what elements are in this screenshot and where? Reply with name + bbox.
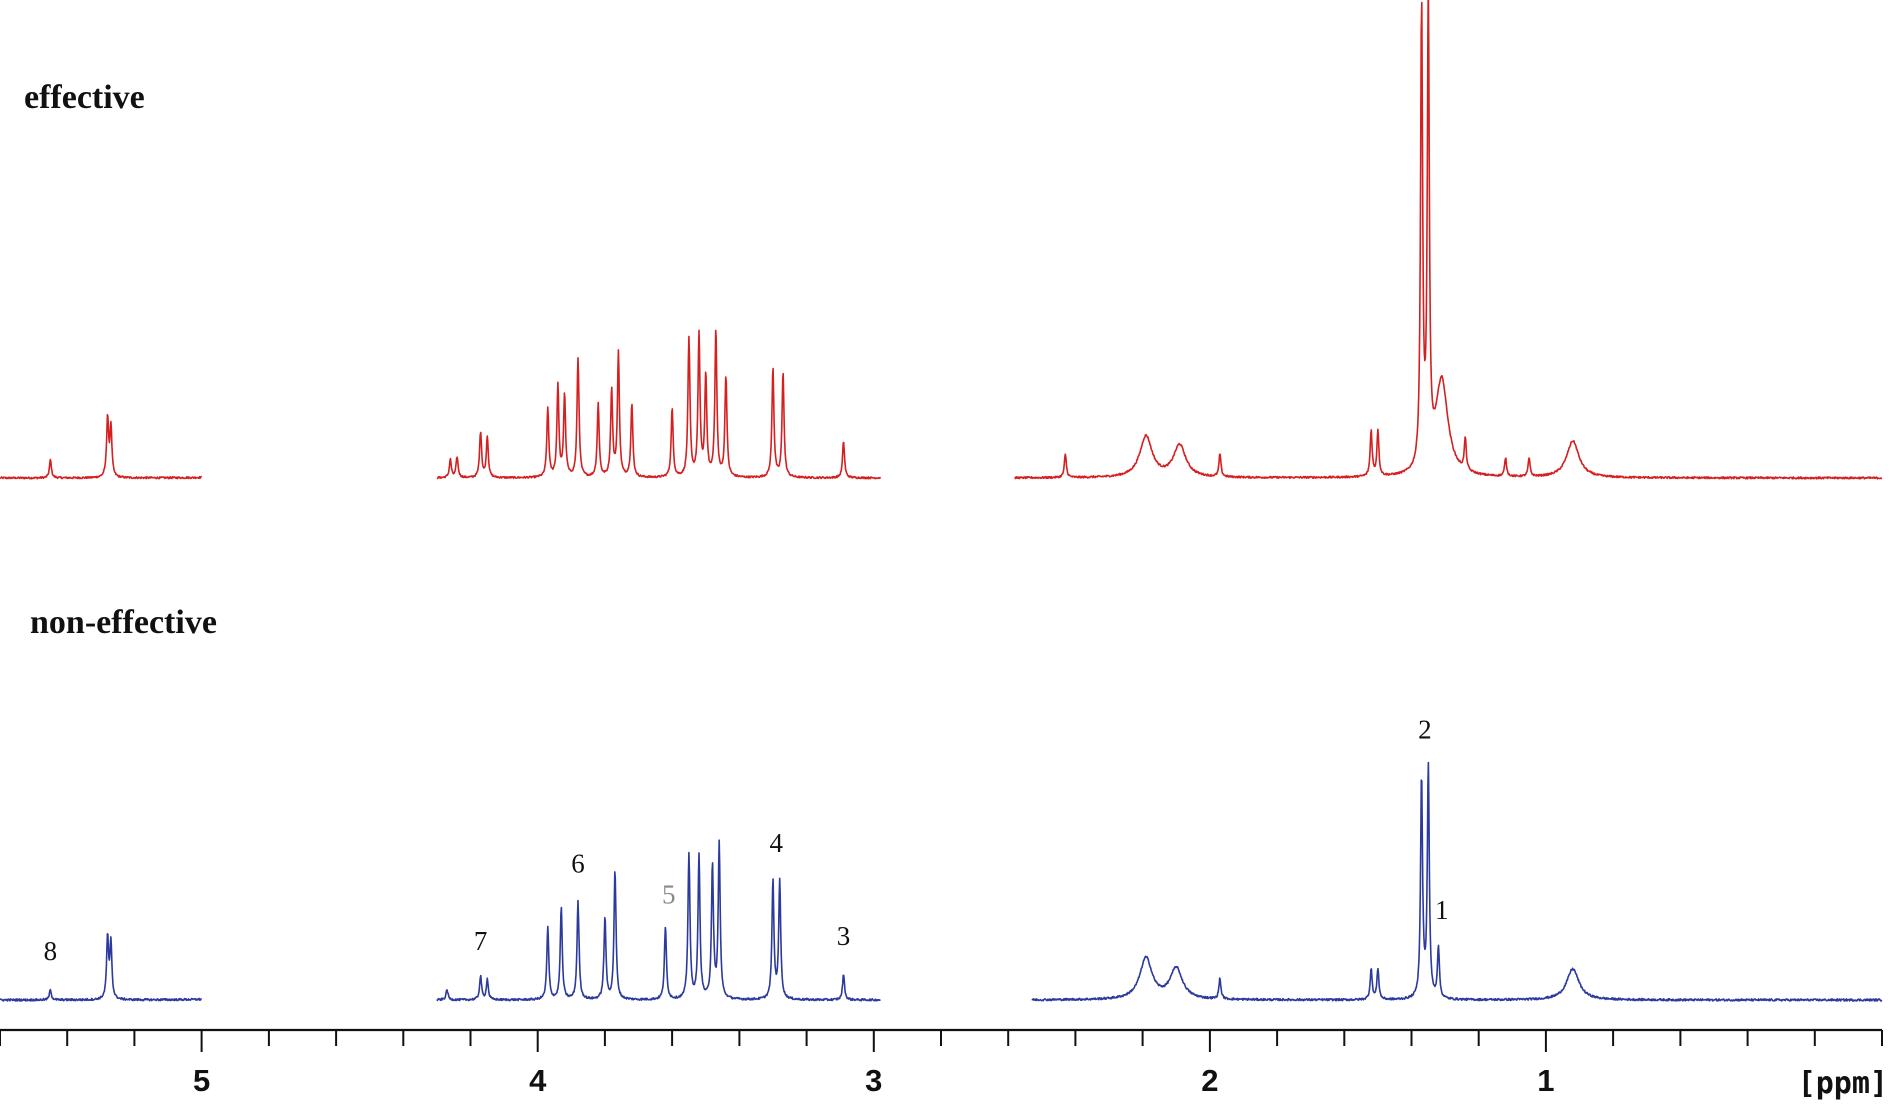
non-effective-series	[0, 761, 1883, 1002]
effective-series	[0, 0, 1883, 480]
peak-label-2: 2	[1418, 715, 1432, 745]
peak-annotations: 8 7 6 5 4 3 2 1	[44, 715, 1449, 967]
peak-label-8: 8	[44, 936, 58, 966]
x-tick-label-3: 3	[865, 1063, 882, 1098]
x-tick-label-1: 1	[1537, 1063, 1554, 1098]
x-tick-label-4: 4	[529, 1063, 547, 1098]
peak-label-7: 7	[474, 926, 488, 956]
x-tick-label-2: 2	[1201, 1063, 1218, 1098]
non-effective-trace-label: non-effective	[30, 604, 217, 641]
effective-trace-segment-1	[0, 413, 203, 480]
x-tick-label-5: 5	[193, 1063, 210, 1098]
peak-label-3: 3	[837, 921, 851, 951]
spectrum-traces	[0, 0, 1883, 1002]
non-effective-trace-segment-1	[0, 933, 202, 1002]
effective-trace-label: effective	[24, 79, 145, 116]
peak-label-1: 1	[1435, 895, 1449, 925]
non-effective-trace-segment-3	[1031, 761, 1883, 1002]
x-axis: 5 4 3 2 1	[0, 1028, 1883, 1098]
x-axis-unit-label: [ppm]	[1798, 1066, 1888, 1101]
non-effective-trace-segment-2	[436, 839, 881, 1002]
peak-label-4: 4	[770, 828, 784, 858]
peak-label-6: 6	[571, 849, 585, 879]
effective-trace-segment-2	[436, 329, 882, 480]
effective-trace-segment-3	[1014, 0, 1883, 480]
peak-label-5: 5	[662, 880, 676, 910]
